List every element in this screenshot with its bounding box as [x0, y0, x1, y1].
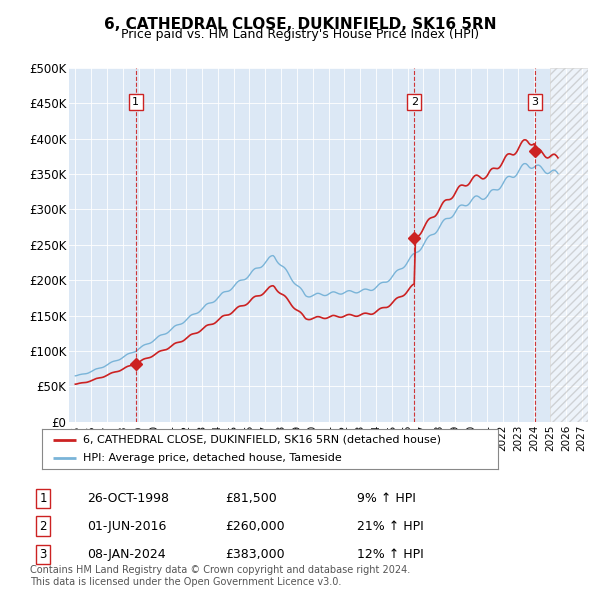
Text: £81,500: £81,500 — [225, 492, 277, 505]
Text: 2: 2 — [40, 520, 47, 533]
Text: 1: 1 — [40, 492, 47, 505]
Text: 3: 3 — [531, 97, 538, 107]
Text: £383,000: £383,000 — [225, 548, 284, 561]
Text: 12% ↑ HPI: 12% ↑ HPI — [357, 548, 424, 561]
Text: 9% ↑ HPI: 9% ↑ HPI — [357, 492, 416, 505]
Text: 01-JUN-2016: 01-JUN-2016 — [87, 520, 166, 533]
Text: £260,000: £260,000 — [225, 520, 284, 533]
Text: Contains HM Land Registry data © Crown copyright and database right 2024.
This d: Contains HM Land Registry data © Crown c… — [30, 565, 410, 587]
Text: 08-JAN-2024: 08-JAN-2024 — [87, 548, 166, 561]
Text: 3: 3 — [40, 548, 47, 561]
Text: 2: 2 — [410, 97, 418, 107]
Text: 21% ↑ HPI: 21% ↑ HPI — [357, 520, 424, 533]
Text: 6, CATHEDRAL CLOSE, DUKINFIELD, SK16 5RN (detached house): 6, CATHEDRAL CLOSE, DUKINFIELD, SK16 5RN… — [83, 435, 441, 445]
Text: 6, CATHEDRAL CLOSE, DUKINFIELD, SK16 5RN: 6, CATHEDRAL CLOSE, DUKINFIELD, SK16 5RN — [104, 17, 496, 31]
Text: 1: 1 — [132, 97, 139, 107]
Text: 26-OCT-1998: 26-OCT-1998 — [87, 492, 169, 505]
Text: HPI: Average price, detached house, Tameside: HPI: Average price, detached house, Tame… — [83, 453, 342, 463]
Text: Price paid vs. HM Land Registry's House Price Index (HPI): Price paid vs. HM Land Registry's House … — [121, 28, 479, 41]
Bar — [550, 68, 588, 422]
